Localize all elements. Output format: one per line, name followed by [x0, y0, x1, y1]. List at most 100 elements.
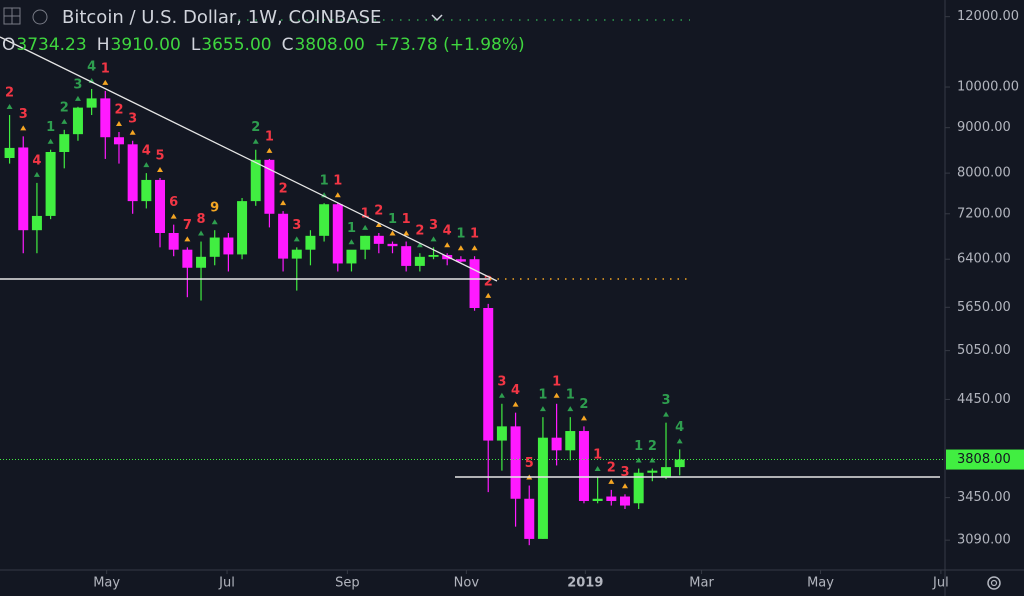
- candle-body: [264, 159, 275, 214]
- candle-body: [278, 213, 289, 259]
- td-marker: [170, 213, 177, 219]
- td-marker: [375, 221, 382, 227]
- ohlc-key: O: [2, 35, 15, 55]
- td-marker: [362, 224, 369, 230]
- td-count: 2: [648, 439, 657, 454]
- td-count: 3: [429, 218, 438, 233]
- td-count: 2: [374, 203, 383, 218]
- td-count: 1: [634, 439, 643, 454]
- td-marker: [471, 245, 478, 251]
- td-marker: [129, 129, 136, 135]
- y-tick-label: 12000.00: [957, 9, 1019, 24]
- y-tick-label: 6400.00: [957, 252, 1011, 267]
- last-price-box: [946, 449, 1024, 470]
- td-count: 1: [402, 212, 411, 227]
- y-tick-label: 3450.00: [957, 490, 1011, 505]
- candle-body: [455, 259, 466, 262]
- y-tick-label: 8000.00: [957, 166, 1011, 181]
- td-count: 4: [511, 383, 520, 398]
- candle-body: [223, 237, 234, 255]
- ohlc-value: 3808.00: [294, 35, 364, 55]
- last-price-label: 3808.00: [957, 452, 1011, 467]
- td-marker: [348, 239, 355, 245]
- candle-body: [674, 459, 685, 468]
- candle-body: [291, 249, 302, 259]
- td-count: 2: [251, 120, 260, 135]
- x-tick-label: Nov: [454, 576, 480, 591]
- candle-body: [72, 107, 83, 135]
- td-count: 4: [87, 59, 96, 74]
- td-marker: [102, 79, 109, 85]
- candle-body: [18, 147, 29, 231]
- td-marker: [266, 147, 273, 153]
- candle-body: [346, 249, 357, 264]
- td-count: 1: [593, 447, 602, 462]
- td-count: 2: [5, 86, 14, 101]
- td-marker: [621, 483, 628, 489]
- td-count: 1: [347, 221, 356, 236]
- td-count: 2: [279, 182, 288, 197]
- td-marker: [20, 125, 27, 131]
- td-count: 7: [183, 218, 192, 233]
- candle-body: [496, 426, 507, 441]
- td-marker: [663, 411, 670, 417]
- x-tick-label: Jul: [932, 576, 949, 591]
- ohlc-change: +73.78 (+1.98%): [375, 35, 525, 55]
- candle-body: [537, 437, 548, 539]
- td-count: 2: [60, 100, 69, 115]
- candle-body: [168, 232, 179, 250]
- td-count: 1: [566, 388, 575, 403]
- symbol-title[interactable]: Bitcoin / U.S. Dollar, 1W, COINBASE: [62, 7, 381, 28]
- td-count: 4: [32, 153, 41, 168]
- td-marker: [143, 162, 150, 168]
- x-tick-label: May: [93, 576, 120, 591]
- candle-body: [305, 235, 316, 250]
- td-marker: [498, 392, 505, 398]
- ohlc-key: H: [97, 35, 110, 55]
- ohlc-key: C: [282, 35, 294, 55]
- td-count: 6: [169, 195, 178, 210]
- td-count: 1: [456, 227, 465, 242]
- candle-body: [155, 179, 166, 233]
- ohlc-legend: O 3734.23 H 3910.00 L 3655.00 C 3808.00 +73.78 (…: [2, 35, 525, 55]
- td-count: 3: [497, 374, 506, 389]
- ohlc-value: 3655.00: [201, 35, 271, 55]
- candle-body: [59, 134, 70, 153]
- settings-icon[interactable]: [987, 576, 1001, 590]
- candle-body: [469, 259, 480, 308]
- candle-body: [387, 243, 398, 247]
- ohlc-value: 3734.23: [16, 35, 86, 55]
- td-count: 3: [19, 107, 28, 122]
- candle-body: [113, 137, 124, 145]
- gear-hub: [990, 579, 998, 587]
- td-marker: [211, 219, 218, 225]
- td-marker: [444, 242, 451, 248]
- td-marker: [485, 292, 492, 298]
- symbol-icon: [32, 9, 48, 25]
- td-marker: [184, 236, 191, 242]
- candle-body: [592, 498, 603, 502]
- td-count: 3: [620, 465, 629, 480]
- x-tick-label: Mar: [689, 576, 714, 591]
- caret[interactable]: [431, 14, 443, 22]
- candle-body: [360, 235, 371, 250]
- y-tick-label: 7200.00: [957, 206, 1011, 221]
- td-marker: [403, 230, 410, 236]
- td-count: 3: [661, 393, 670, 408]
- td-count: 5: [155, 148, 164, 163]
- candle-body: [250, 159, 261, 202]
- candle-body: [141, 179, 152, 202]
- td-marker: [74, 95, 81, 101]
- ohlc-key: L: [191, 35, 201, 55]
- candle-body: [483, 307, 494, 441]
- td-count: 2: [579, 397, 588, 412]
- td-count: 1: [470, 227, 479, 242]
- candle-body: [606, 496, 617, 502]
- td-count: 9: [210, 201, 219, 216]
- td-marker: [61, 118, 68, 124]
- td-count: 2: [415, 224, 424, 239]
- td-count: 1: [361, 206, 370, 221]
